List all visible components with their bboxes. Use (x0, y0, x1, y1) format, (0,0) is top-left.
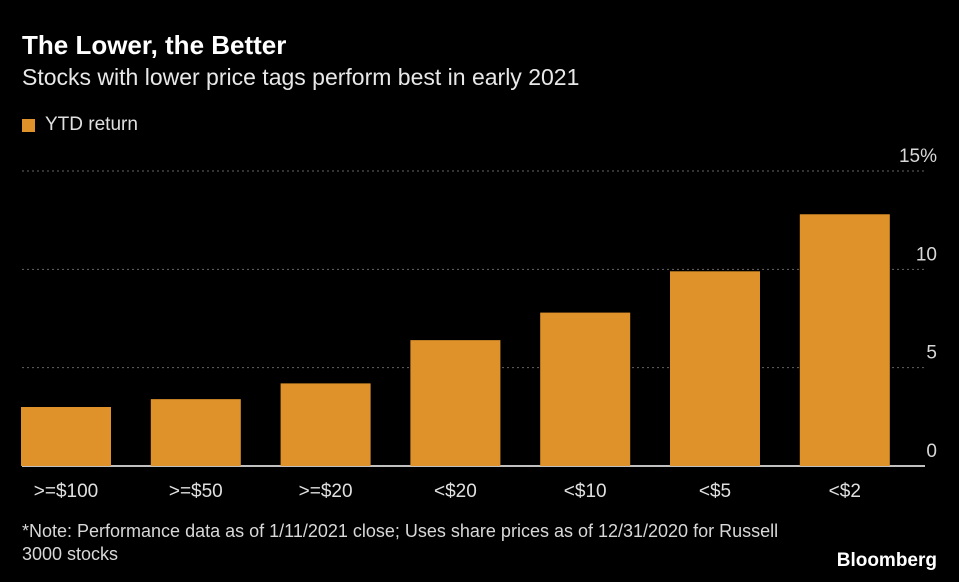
legend: YTD return (22, 114, 138, 136)
bar (410, 340, 501, 466)
y-tick-label: 10 (916, 244, 937, 265)
chart-title: The Lower, the Better (22, 30, 287, 60)
x-tick-label: <$10 (564, 481, 607, 502)
legend-label: YTD return (45, 114, 138, 135)
y-tick-label: 0 (926, 441, 937, 462)
chart-subtitle: Stocks with lower price tags perform bes… (22, 64, 580, 90)
x-tick-label: <$20 (434, 481, 477, 502)
y-tick-label: 15% (899, 146, 937, 167)
brand-logo: Bloomberg (836, 550, 937, 571)
x-tick-label: >=$100 (34, 481, 98, 502)
label-layer: 0 5 10 15% >=$100 >=$50 >=$20 <$20 <$10 <$5 <$2 (34, 146, 937, 502)
bar (799, 214, 890, 466)
y-tick-label: 5 (926, 343, 937, 364)
bar (150, 399, 241, 466)
bar (21, 407, 111, 466)
bar (280, 383, 371, 466)
bar-layer (21, 214, 890, 466)
bar (540, 312, 631, 466)
legend-swatch (22, 118, 35, 132)
x-tick-label: >=$20 (299, 481, 353, 502)
x-tick-label: <$2 (829, 481, 861, 502)
bar (670, 271, 760, 466)
x-tick-label: >=$50 (169, 481, 223, 502)
footnote: *Note: Performance data as of 1/11/2021 … (22, 521, 779, 564)
x-tick-label: <$5 (699, 481, 731, 502)
